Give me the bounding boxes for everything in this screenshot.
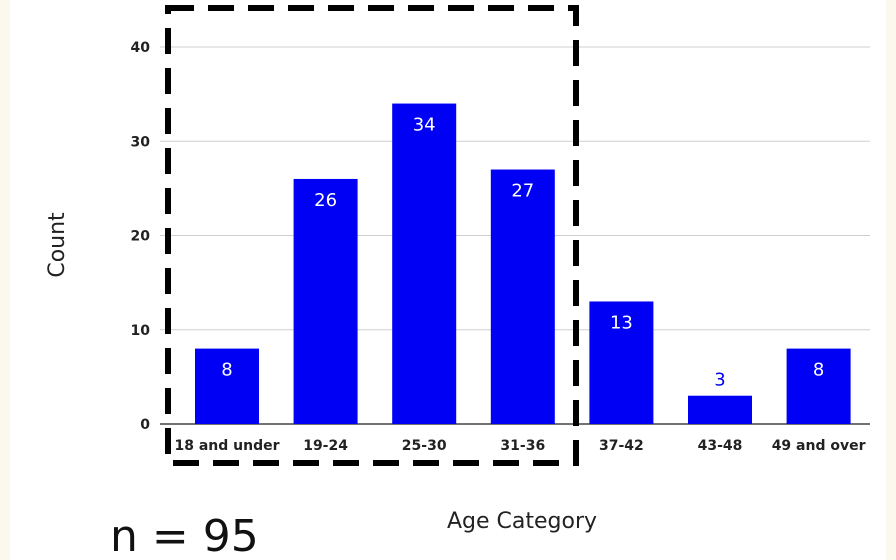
bar	[786, 348, 851, 424]
x-tick-label: 19-24	[303, 438, 348, 454]
data-label: 13	[610, 312, 633, 333]
bar	[589, 301, 654, 424]
bar	[195, 348, 259, 424]
data-labels: 8 26 34 27 13 3 8	[221, 115, 824, 391]
x-axis-title: Age Category	[447, 509, 597, 534]
bars	[195, 103, 851, 425]
y-axis-title: Count	[45, 212, 70, 278]
x-axis-ticks: 18 and under 19-24 25-30 31-36 37-42 43-48 49 …	[174, 438, 865, 454]
y-tick-label: 0	[140, 417, 150, 433]
sample-size-label: n = 95	[110, 511, 259, 560]
data-label: 8	[221, 360, 232, 381]
x-tick-label: 18 and under	[174, 438, 279, 454]
data-label: 34	[413, 115, 436, 136]
x-tick-label: 43-48	[698, 438, 743, 454]
x-tick-label: 37-42	[599, 438, 644, 454]
data-label: 8	[813, 360, 824, 381]
y-tick-label: 20	[131, 229, 151, 245]
x-tick-label: 31-36	[500, 438, 545, 454]
y-tick-label: 40	[131, 40, 151, 56]
bar	[293, 178, 358, 424]
y-tick-label: 30	[131, 134, 151, 150]
data-label: 26	[314, 190, 337, 211]
y-tick-label: 10	[131, 323, 151, 339]
x-tick-label: 25-30	[402, 438, 447, 454]
data-label: 3	[714, 370, 725, 391]
highlight-dashed-box	[165, 5, 579, 466]
bar	[490, 169, 555, 424]
data-label: 27	[511, 181, 534, 202]
bar	[392, 103, 457, 425]
bar	[688, 395, 752, 424]
x-tick-label: 49 and over	[772, 438, 866, 454]
y-axis-ticks: 0 10 20 30 40	[131, 40, 151, 433]
